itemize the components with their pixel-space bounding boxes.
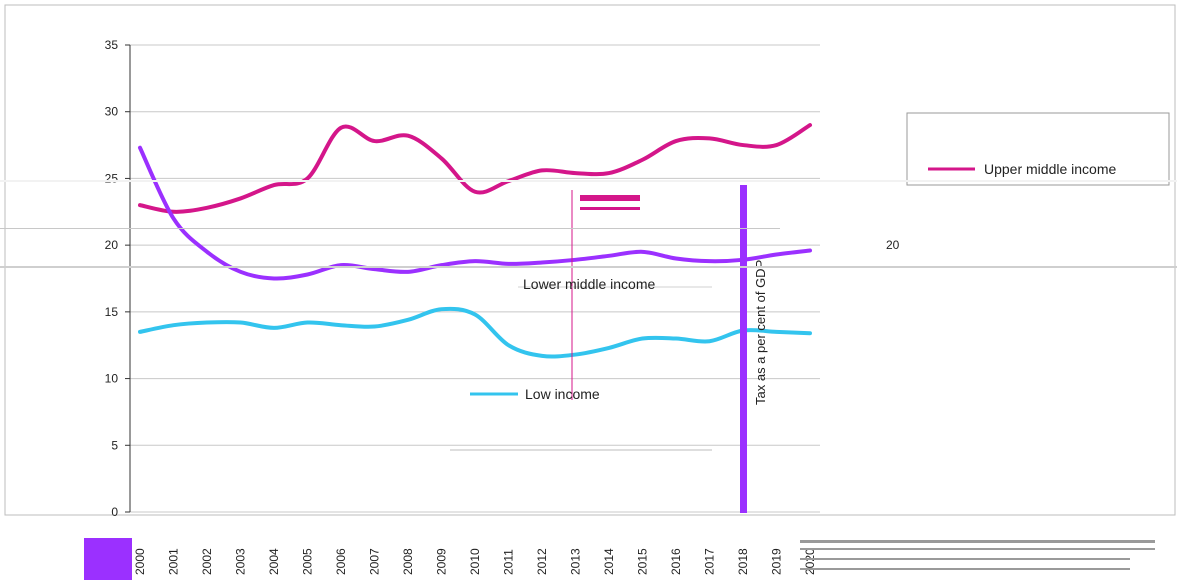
glitch-y-axis-title: Tax as a per cent of GDP: [753, 260, 768, 405]
x-tick-label: 2002: [200, 548, 214, 575]
chart-frame: [4, 4, 1176, 516]
x-tick-label: 2007: [368, 548, 382, 575]
x-tick-label: 2003: [234, 548, 248, 575]
series-line-upper-middle-income: [138, 123, 812, 214]
x-tick-label: 2009: [435, 548, 449, 575]
x-tick-label: 2011: [502, 549, 516, 575]
y-tick-label: 0: [111, 505, 118, 519]
x-tick-label: 2004: [267, 548, 281, 575]
y-tick-labels: 0 5 10 15 20 25 30 35: [105, 38, 130, 519]
x-tick-label: 2001: [167, 548, 181, 575]
x-tick-label: 2000: [133, 548, 147, 575]
x-tick-label: 2018: [736, 548, 750, 575]
series-line-lower-middle-income: [138, 145, 812, 281]
x-tick-label: 2017: [703, 548, 717, 575]
gridlines: [130, 44, 820, 513]
x-tick-label: 2012: [535, 548, 549, 575]
glitch-legend-label-lower: Lower middle income: [523, 276, 655, 292]
y-tick-label: 30: [105, 105, 119, 119]
y-tick-label: 15: [105, 305, 119, 319]
x-tick-label: 2008: [401, 548, 415, 575]
y-tick-label: 5: [111, 438, 118, 452]
series-lines: [138, 123, 812, 359]
glitch-purple-bar: [740, 185, 747, 513]
series-line-low-income: [138, 306, 812, 359]
x-tick-label: 2016: [669, 548, 683, 575]
legend-box: [906, 112, 1170, 186]
x-tick-label: 2020: [803, 548, 817, 575]
x-tick-label: 2014: [602, 548, 616, 575]
glitch-legend-label-low: Low income: [525, 386, 600, 402]
x-tick-label: 2015: [636, 548, 650, 575]
y-tick-label: 20: [105, 238, 119, 252]
legend-label-upper: Upper middle income: [984, 161, 1116, 177]
glitch-tick-20: 20: [886, 238, 900, 252]
x-tick-label: 2005: [301, 548, 315, 575]
y-tick-label: 25: [105, 171, 119, 185]
glitch-fragments: Lower middle income Low income Tax as a …: [450, 185, 900, 513]
x-tick-label: 2010: [468, 548, 482, 575]
legend: Upper middle income: [906, 112, 1170, 186]
y-tick-label: 35: [105, 38, 119, 52]
x-tick-label: 2019: [770, 548, 784, 575]
y-tick-label: 10: [105, 372, 119, 386]
x-tick-label: 2013: [569, 548, 583, 575]
x-tick-labels: 2000 2001 2002 2003 2004 2005 2006 2007 2008 2009…: [133, 548, 817, 575]
x-tick-label: 2006: [334, 548, 348, 575]
